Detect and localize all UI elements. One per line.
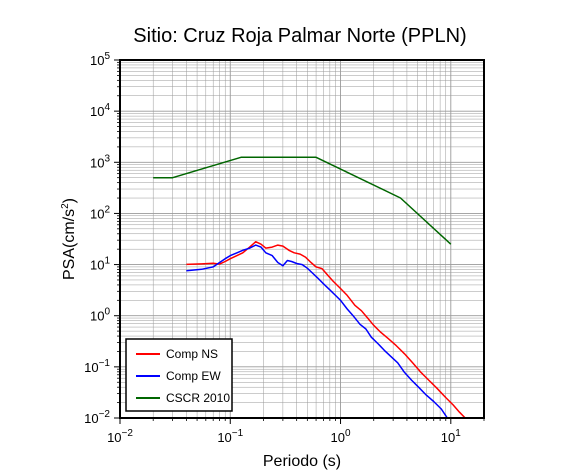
x-tick-label: 101 xyxy=(441,428,461,445)
y-tick-label: 101 xyxy=(90,256,110,273)
y-tick-base: 10 xyxy=(84,411,98,426)
y-axis-label-base: PSA(cm/s xyxy=(61,209,78,280)
y-tick-label: 105 xyxy=(90,51,110,68)
x-axis-label: Periodo (s) xyxy=(263,453,341,470)
y-tick-label: 102 xyxy=(90,204,110,221)
y-axis-label-tail: ) xyxy=(61,198,78,203)
y-tick-exp: 2 xyxy=(104,204,110,215)
x-axis-ticks: 10−2 10−1 100 101 xyxy=(107,418,485,445)
y-tick-base: 10 xyxy=(90,104,104,119)
y-tick-label: 100 xyxy=(90,307,110,324)
y-tick-exp: 4 xyxy=(104,102,110,113)
y-tick-base: 10 xyxy=(90,309,104,324)
y-tick-exp: 3 xyxy=(104,153,110,164)
y-tick-base: 10 xyxy=(90,258,104,273)
y-tick-base: 10 xyxy=(90,155,104,170)
y-axis-label-sup: 2 xyxy=(60,203,71,209)
y-tick-base: 10 xyxy=(90,53,104,68)
x-tick-label: 10−2 xyxy=(107,428,133,445)
x-tick-exp: 1 xyxy=(455,428,461,439)
x-tick-label: 100 xyxy=(331,428,351,445)
x-tick-base: 10 xyxy=(441,430,455,445)
x-tick-exp: −2 xyxy=(122,428,134,439)
series-line-comp-ns xyxy=(186,240,466,419)
y-tick-exp: −2 xyxy=(99,409,111,420)
y-tick-label: 104 xyxy=(90,102,110,119)
y-tick-label: 10−1 xyxy=(84,358,110,375)
y-tick-exp: 5 xyxy=(104,51,110,62)
x-tick-exp: −1 xyxy=(232,428,244,439)
y-tick-exp: 1 xyxy=(104,256,110,267)
x-tick-base: 10 xyxy=(107,430,121,445)
plot-grid xyxy=(120,60,484,418)
y-tick-base: 10 xyxy=(84,360,98,375)
x-tick-exp: 0 xyxy=(345,428,351,439)
series-group xyxy=(153,156,466,419)
x-tick-base: 10 xyxy=(217,430,231,445)
legend-label-cscr-2010: CSCR 2010 xyxy=(166,391,230,405)
series-line-comp-ew xyxy=(186,244,448,419)
plot-frame xyxy=(119,59,485,419)
y-tick-exp: −1 xyxy=(99,358,111,369)
y-axis-label: PSA(cm/s2) xyxy=(60,198,78,280)
y-tick-exp: 0 xyxy=(104,307,110,318)
x-tick-label: 10−1 xyxy=(217,428,243,445)
y-tick-base: 10 xyxy=(90,206,104,221)
legend: Comp NS Comp EW CSCR 2010 xyxy=(125,338,233,412)
legend-label-comp-ew: Comp EW xyxy=(166,369,221,383)
series-line-cscr-2010 xyxy=(153,156,452,245)
y-tick-label: 103 xyxy=(90,153,110,170)
chart-title: Sitio: Cruz Roja Palmar Norte (PPLN) xyxy=(133,25,466,47)
y-tick-label: 10−2 xyxy=(84,409,110,426)
legend-label-comp-ns: Comp NS xyxy=(166,347,218,361)
x-tick-base: 10 xyxy=(331,430,345,445)
